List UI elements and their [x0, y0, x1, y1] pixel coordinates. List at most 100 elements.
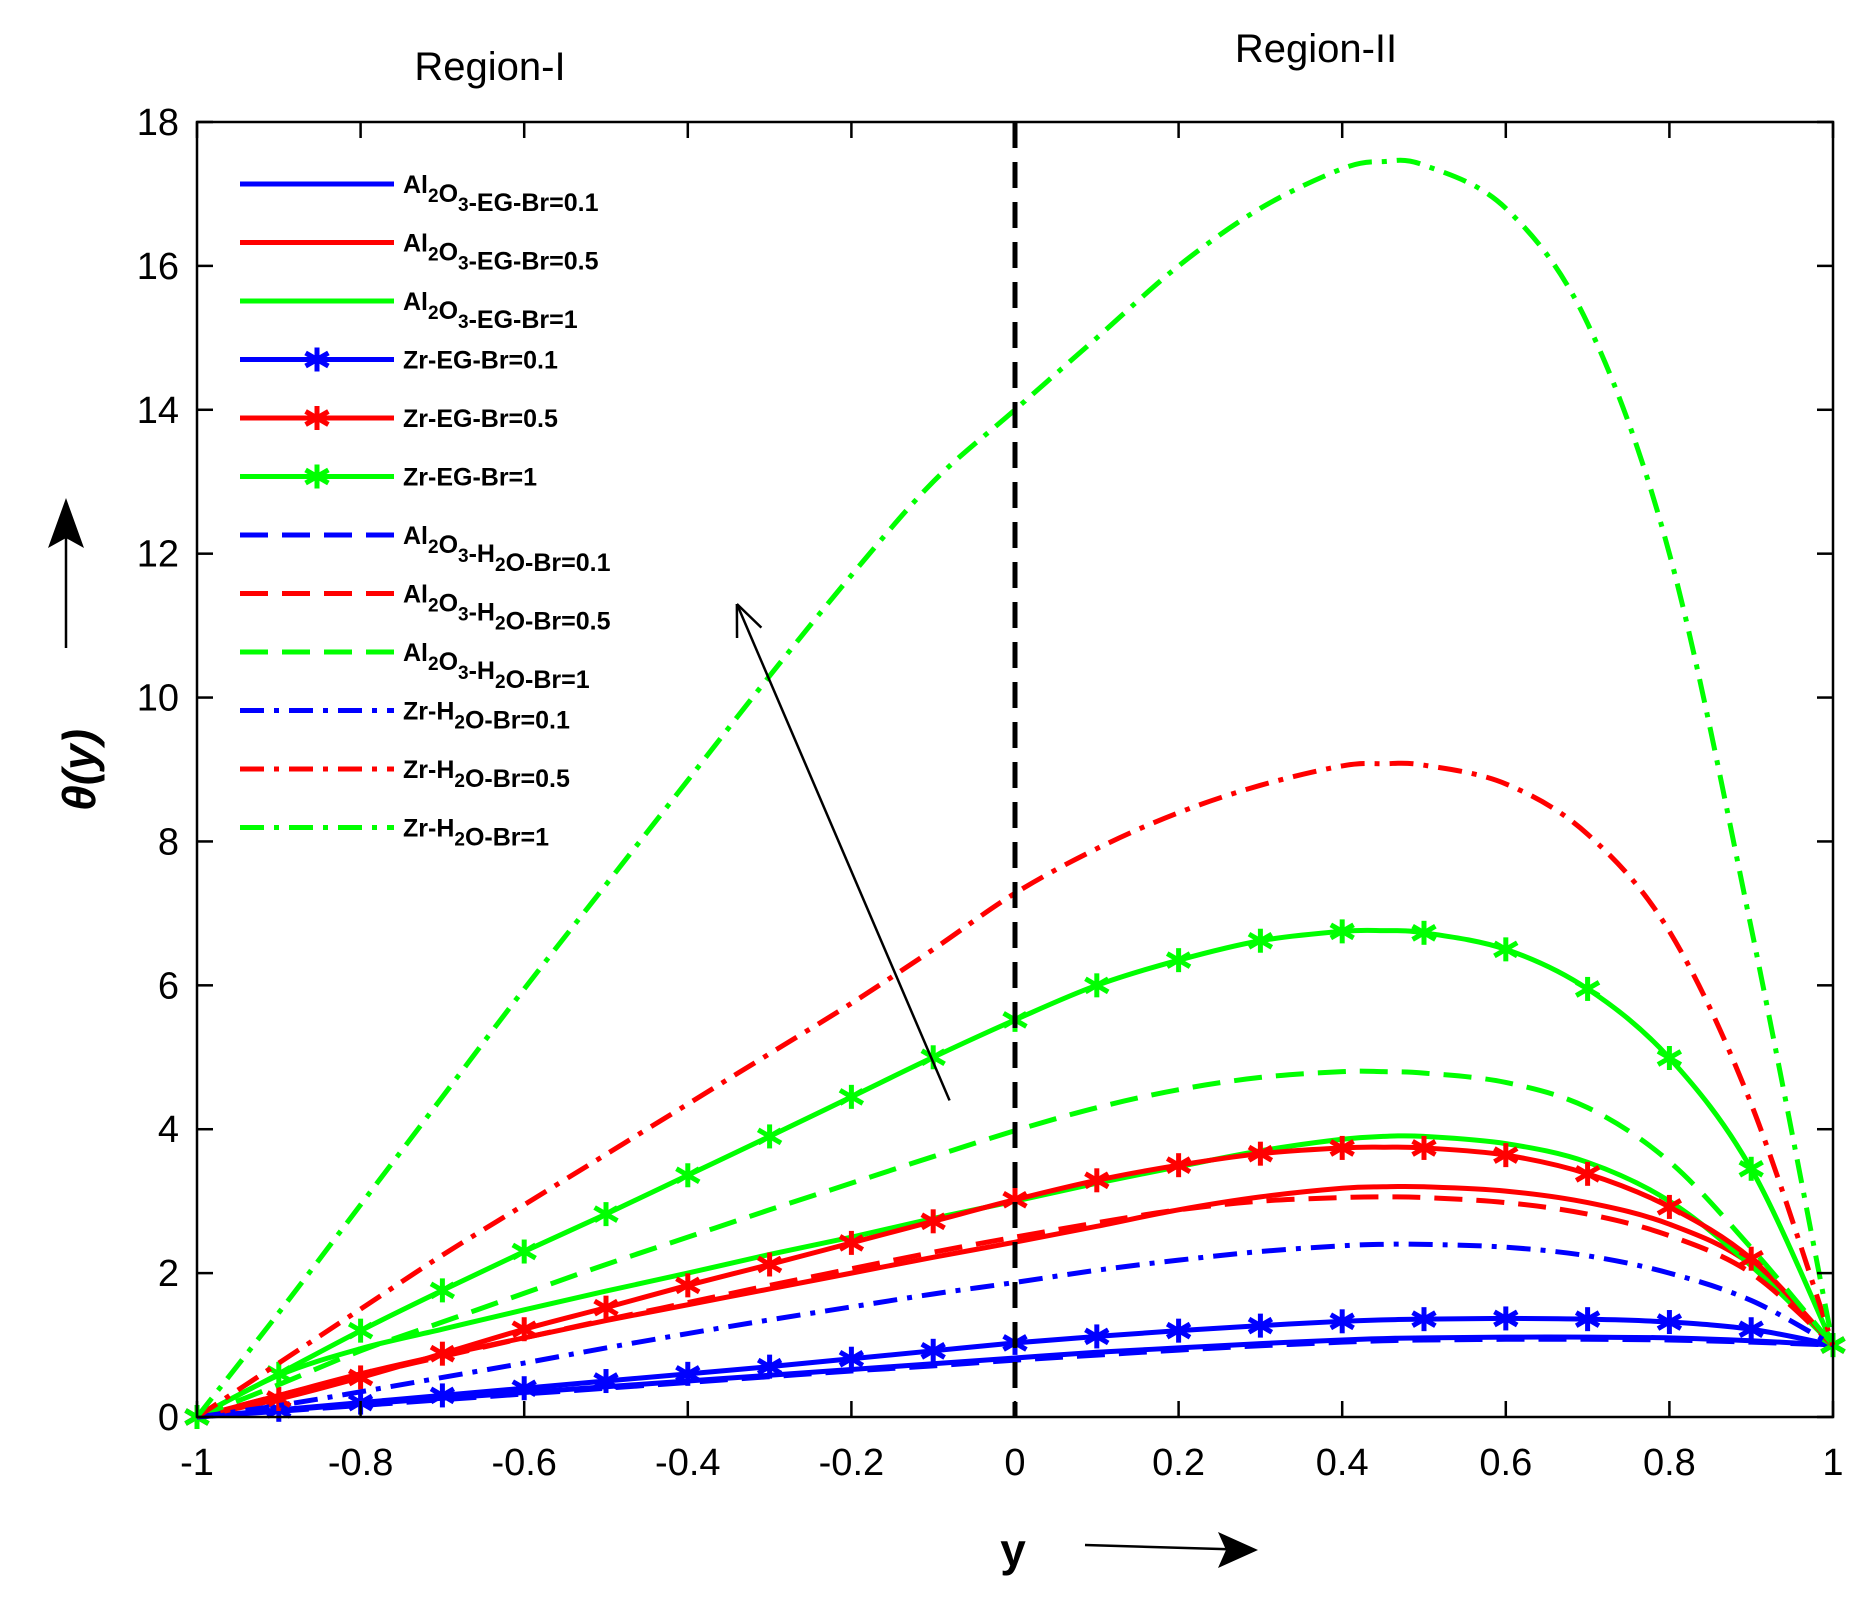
region-2-label: Region-II: [1235, 27, 1397, 71]
y-tick-label: 4: [158, 1109, 179, 1151]
data-point-marker: [1247, 928, 1274, 953]
label-layer: Region-I Region-II y θ(y): [48, 27, 1397, 1576]
x-tick-label: 0.2: [1152, 1442, 1205, 1484]
axes-layer: -1 -0.8 -0.6 -0.4 -0.2 0 0.2 0.4 0.6 0.8 102468101…: [137, 102, 1844, 1484]
legend-entry: Zr-H2O-Br=0.5: [240, 756, 570, 793]
x-tick-label: 0: [1004, 1442, 1025, 1484]
series-line: [196, 1183, 1835, 1420]
annotation-layer: [735, 122, 1018, 1417]
data-point-marker: [429, 1278, 456, 1303]
data-point-marker: [1084, 1324, 1110, 1349]
data-point-marker: [1247, 1141, 1274, 1166]
data-point-marker: [1411, 1135, 1437, 1160]
data-point-marker: [593, 1202, 619, 1227]
data-point-marker: [1411, 920, 1437, 945]
x-axis-label: y: [1000, 1524, 1026, 1576]
y-tick-label: 6: [158, 965, 179, 1007]
data-point-marker: [1574, 976, 1601, 1001]
y-tick-label: 14: [137, 390, 179, 432]
legend-entry: Zr-EG-Br=1: [240, 464, 537, 492]
legend: Al2O3-EG-Br=0.1 Al2O3-EG-Br=0.5 Al2O3-EG-B…: [240, 171, 611, 852]
x-tick-label: -0.2: [819, 1442, 884, 1484]
series-Al2O3-EG-Br=0.5: [196, 1183, 1835, 1420]
data-point-marker: [920, 1338, 946, 1363]
legend-label: Al2O3-EG-Br=0.5: [403, 230, 599, 276]
legend-label: Zr-EG-Br=0.5: [403, 405, 558, 433]
y-tick-label: 16: [137, 246, 179, 288]
data-point-marker: [1493, 1143, 1519, 1168]
legend-entry: Zr-H2O-Br=0.1: [240, 698, 570, 735]
legend-label: Zr-H2O-Br=0.1: [403, 698, 570, 735]
y-tick-label: 10: [137, 678, 179, 720]
data-point-marker: [920, 1209, 946, 1234]
legend-entry: Al2O3-H2O-Br=0.1: [240, 522, 611, 577]
legend-entry: Al2O3-H2O-Br=1: [240, 639, 590, 694]
series-line: [196, 1144, 1835, 1420]
data-point-marker: [1656, 1045, 1683, 1070]
series-Zr-H2O-Br=0.1: [196, 1241, 1835, 1420]
x-axis-arrow: [1084, 1532, 1258, 1568]
legend-label: Al2O3-EG-Br=1: [403, 288, 578, 334]
y-tick-label: 8: [158, 821, 179, 863]
data-point-marker: [1656, 1194, 1683, 1219]
data-point-marker: [756, 1124, 783, 1149]
legend-label: Al2O3-H2O-Br=0.5: [403, 581, 611, 636]
legend-label: Zr-EG-Br=0.1: [403, 347, 558, 375]
series-line: [196, 1068, 1835, 1420]
series-line: [195, 157, 1836, 1419]
legend-entry: Al2O3-EG-Br=0.1: [240, 171, 599, 217]
data-point-marker: [1574, 1161, 1601, 1186]
series-line: [195, 760, 1836, 1420]
legend-label: Al2O3-H2O-Br=1: [403, 639, 590, 694]
data-point-marker: [838, 1084, 865, 1109]
legend-label: Al2O3-EG-Br=0.1: [403, 171, 599, 217]
series-line: [196, 1315, 1834, 1420]
data-point-marker: [593, 1295, 619, 1320]
legend-label: Al2O3-H2O-Br=0.1: [403, 522, 611, 577]
x-tick-label: -0.8: [328, 1442, 393, 1484]
legend-entry: Al2O3-H2O-Br=0.5: [240, 581, 611, 636]
data-point-marker: [1165, 1318, 1192, 1343]
legend-marker: [304, 347, 330, 372]
data-point-marker: [756, 1252, 783, 1277]
x-tick-label: 0.6: [1479, 1442, 1532, 1484]
data-point-marker: [1738, 1317, 1764, 1342]
series-layer: [184, 157, 1846, 1429]
data-point-marker: [266, 1361, 292, 1386]
series-Zr-H2O-Br=0.5: [195, 760, 1836, 1420]
x-tick-label: -1: [180, 1442, 214, 1484]
x-tick-label: 0.8: [1643, 1442, 1696, 1484]
data-point-marker: [1165, 948, 1192, 973]
legend-label: Zr-EG-Br=1: [403, 464, 537, 492]
data-point-marker: [1493, 937, 1519, 962]
series-Zr-H2O-Br=1: [195, 157, 1836, 1419]
legend-label: Zr-H2O-Br=0.5: [403, 756, 570, 793]
data-point-marker: [1738, 1156, 1764, 1181]
data-point-marker: [593, 1369, 619, 1394]
data-point-marker: [675, 1273, 701, 1298]
series-line: [196, 1241, 1835, 1420]
data-point-marker: [1084, 1168, 1110, 1193]
legend-marker: [304, 464, 330, 489]
data-point-marker: [1329, 919, 1355, 944]
legend-entry: Al2O3-EG-Br=0.5: [240, 230, 599, 276]
legend-label: Zr-H2O-Br=1: [403, 815, 549, 852]
data-point-marker: [1738, 1246, 1764, 1271]
x-tick-label: -0.4: [655, 1442, 720, 1484]
data-point-marker: [1329, 1309, 1355, 1334]
data-point-marker: [1411, 1307, 1437, 1332]
y-axis-arrow: [48, 498, 84, 648]
data-point-marker: [1329, 1135, 1355, 1160]
series-Al2O3-H2O-Br=0.5: [196, 1194, 1835, 1420]
data-point-marker: [1084, 973, 1110, 998]
x-tick-label: 0.4: [1316, 1442, 1369, 1484]
legend-entry: Zr-EG-Br=0.1: [240, 347, 558, 375]
data-point-marker: [1656, 1310, 1683, 1335]
legend-entry: Zr-EG-Br=0.5: [240, 405, 558, 433]
legend-entry: Al2O3-EG-Br=1: [240, 288, 578, 334]
data-point-marker: [511, 1239, 537, 1264]
series-line: [196, 1336, 1834, 1420]
data-point-marker: [1247, 1313, 1274, 1338]
legend-marker: [304, 406, 330, 430]
